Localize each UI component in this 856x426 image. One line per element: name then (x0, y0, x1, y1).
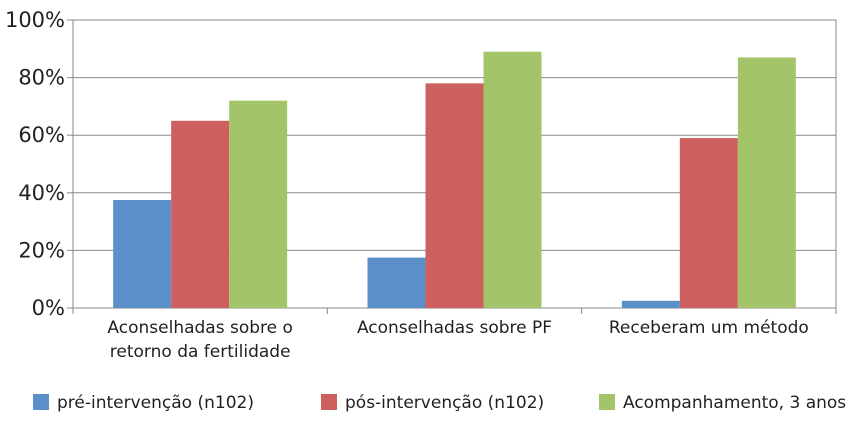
x-category-label: Aconselhadas sobre o retorno da fertilida… (107, 318, 292, 362)
legend-label: pós-intervenção (n102) (345, 393, 544, 413)
legend-label: pré-intervenção (n102) (57, 393, 254, 413)
bar (229, 100, 288, 308)
legend-swatch (33, 394, 49, 410)
x-axis-labels: Aconselhadas sobre o retorno da fertilida… (107, 318, 808, 362)
bars (72, 51, 837, 314)
y-tick-label: 20% (18, 238, 65, 262)
bar (679, 138, 738, 308)
legend: pré-intervenção (n102) pós-intervenção (n… (33, 393, 846, 413)
y-tick-label: 60% (18, 123, 65, 147)
legend-swatch (599, 394, 615, 410)
x-category-label-line: Receberam um método (609, 318, 809, 338)
y-tick-label: 100% (5, 8, 65, 32)
x-category-label: Receberam um método (609, 318, 809, 338)
x-category-label: Aconselhadas sobre PF (357, 318, 552, 338)
bar (113, 200, 172, 308)
bar (621, 300, 680, 308)
x-category-label-line: retorno da fertilidade (110, 342, 291, 362)
bar (483, 51, 542, 309)
legend-label: Acompanhamento, 3 anos (623, 393, 846, 413)
bar (737, 57, 796, 308)
x-category-label-line: Aconselhadas sobre o (107, 318, 292, 338)
legend-swatch (321, 394, 337, 410)
bar (171, 120, 230, 308)
y-tick-label: 40% (18, 181, 65, 205)
y-axis-ticks: 0% 20% 40% 60% 80% 100% (5, 8, 73, 320)
bar (367, 257, 426, 308)
bar (425, 83, 484, 308)
y-tick-label: 0% (32, 296, 65, 320)
x-category-label-line: Aconselhadas sobre PF (357, 318, 552, 338)
y-tick-label: 80% (18, 66, 65, 90)
